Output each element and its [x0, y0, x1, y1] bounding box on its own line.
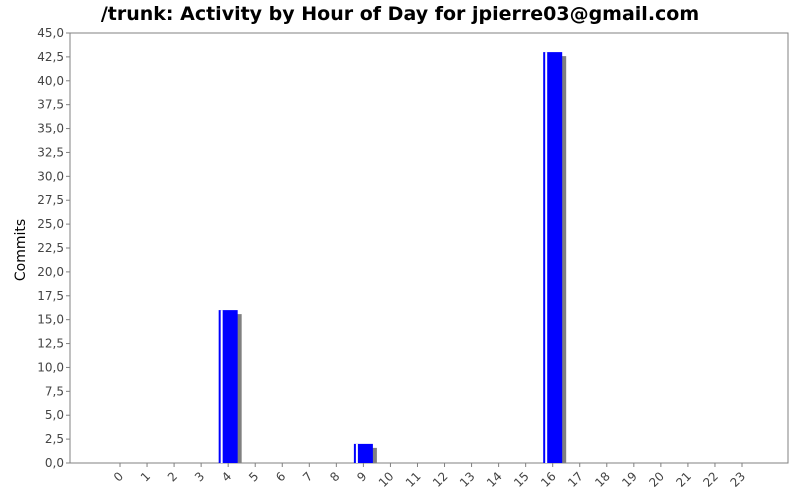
x-tick-label: 7 [300, 469, 315, 484]
bar-hour-16 [543, 52, 563, 463]
x-tick-label: 15 [511, 469, 532, 490]
y-tick-label: 2,5 [45, 432, 64, 446]
x-tick-label: 17 [565, 469, 586, 490]
y-tick-label: 32,5 [37, 145, 64, 159]
bar-highlight [545, 52, 548, 463]
y-tick-label: 37,5 [37, 98, 64, 112]
x-tick-label: 12 [430, 469, 451, 490]
x-tick-label: 16 [538, 469, 559, 490]
x-tick-label: 19 [619, 469, 640, 490]
chart-title: /trunk: Activity by Hour of Day for jpie… [101, 3, 699, 25]
x-tick-label: 2 [165, 469, 180, 484]
y-tick-label: 42,5 [37, 50, 64, 64]
x-tick-label: 9 [354, 469, 369, 484]
x-tick-label: 11 [403, 469, 424, 490]
y-tick-label: 17,5 [37, 289, 64, 303]
y-tick-label: 45,0 [37, 26, 64, 40]
bar-hour-4 [218, 310, 238, 463]
x-tick-label: 21 [673, 469, 694, 490]
y-tick-label: 15,0 [37, 313, 64, 327]
x-tick-label: 10 [376, 469, 397, 490]
bar-hour-9 [353, 443, 373, 463]
y-tick-label: 7,5 [45, 384, 64, 398]
x-tick-label: 4 [219, 469, 234, 484]
x-tick-label: 14 [484, 469, 505, 490]
y-tick-label: 22,5 [37, 241, 64, 255]
x-tick-label: 23 [727, 469, 748, 490]
y-tick-label: 40,0 [37, 74, 64, 88]
x-tick-label: 22 [700, 469, 721, 490]
y-tick-label: 27,5 [37, 193, 64, 207]
x-tick-label: 1 [138, 469, 153, 484]
x-tick-label: 3 [192, 469, 207, 484]
bar-highlight [355, 443, 358, 463]
x-tick-label: 6 [273, 469, 288, 484]
x-tick-label: 20 [646, 469, 667, 490]
bar-highlight [220, 310, 223, 463]
y-axis-label: Commits [13, 219, 29, 281]
x-tick-label: 0 [111, 469, 126, 484]
y-tick-label: 12,5 [37, 337, 64, 351]
x-tick-label: 18 [592, 469, 613, 490]
y-tick-label: 30,0 [37, 169, 64, 183]
y-tick-label: 5,0 [45, 408, 64, 422]
x-tick-label: 13 [457, 469, 478, 490]
x-tick-label: 8 [327, 469, 342, 484]
y-tick-label: 20,0 [37, 265, 64, 279]
y-tick-label: 35,0 [37, 122, 64, 136]
y-tick-label: 25,0 [37, 217, 64, 231]
plot-area [69, 32, 789, 464]
y-axis: 0,0 2,5 5,0 7,5 10,0 12,5 15,0 17,5 20,0 22,5 25,0… [37, 26, 70, 470]
x-tick-label: 5 [246, 469, 261, 484]
bars [218, 52, 567, 463]
y-tick-label: 0,0 [45, 456, 64, 470]
y-tick-label: 10,0 [37, 360, 64, 374]
x-axis: 0 1 2 3 4 5 6 7 8 9 10 11 12 13 14 15 16 17 18 19 20 21 22 23 [111, 463, 748, 490]
